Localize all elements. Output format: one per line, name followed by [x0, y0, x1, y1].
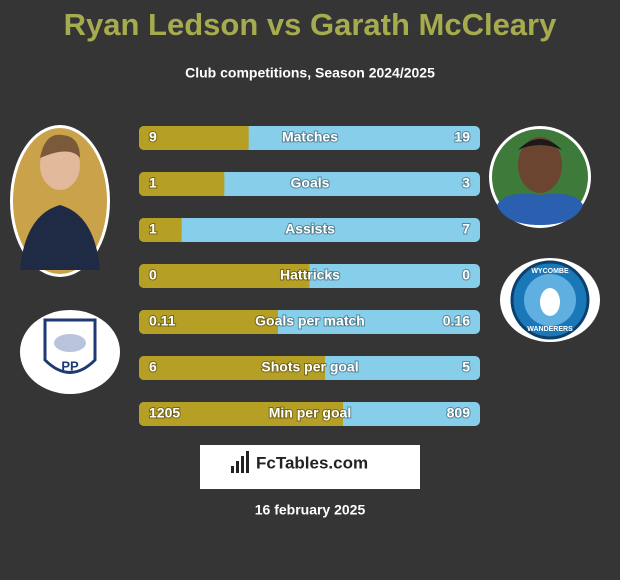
left-player-photo: [10, 125, 110, 277]
left-value: 6: [149, 359, 157, 375]
left-bar-edge: [271, 310, 278, 334]
right-value: 7: [462, 221, 470, 237]
left-value: 0.11: [149, 313, 176, 329]
title: Ryan Ledson vs Garath McCleary: [64, 7, 557, 42]
left-bar: [139, 172, 225, 196]
left-bar-edge: [303, 264, 310, 288]
left-bar-edge: [319, 356, 325, 380]
brand-name: FcTables.com: [256, 453, 368, 472]
left-bar-edge: [218, 172, 225, 196]
stat-label: Hattricks: [280, 267, 340, 283]
left-value: 1205: [149, 405, 180, 421]
right-player-photo: [489, 126, 591, 228]
stat-label: Min per goal: [269, 405, 351, 421]
stat-rows: 9 Matches 19 1 Goals 3 1 Assists 7 0 Hattricks 0 0.1…: [139, 126, 480, 426]
left-bar: [139, 264, 310, 288]
right-club-name-top: WYCOMBE: [531, 268, 569, 275]
stat-label: Matches: [282, 129, 338, 145]
right-value: 5: [462, 359, 470, 375]
stat-label: Assists: [285, 221, 335, 237]
left-bar: [139, 402, 344, 426]
left-bar: [139, 126, 249, 150]
right-value: 809: [447, 405, 471, 421]
brand-icon: [231, 451, 249, 473]
left-bar-edge: [337, 402, 344, 426]
left-value: 1: [149, 221, 157, 237]
right-value: 0: [462, 267, 470, 283]
left-bar: [139, 310, 278, 334]
right-club-logo: WYCOMBE WANDERERS: [500, 258, 600, 342]
right-value: 19: [454, 129, 470, 145]
right-club-name-bottom: WANDERERS: [527, 326, 573, 333]
date: 16 february 2025: [255, 502, 366, 518]
right-value: 3: [462, 175, 470, 191]
left-value: 0: [149, 267, 157, 283]
left-club-logo: PP: [20, 310, 120, 394]
left-club-initials: PP: [61, 358, 79, 373]
subtitle: Club competitions, Season 2024/2025: [185, 65, 435, 81]
stat-label: Shots per goal: [261, 359, 358, 375]
stat-label: Goals per match: [255, 313, 365, 329]
left-bar: [139, 218, 182, 242]
left-bar-edge: [242, 126, 249, 150]
right-bar: [139, 218, 480, 242]
stat-label: Goals: [291, 175, 330, 191]
left-bar: [139, 356, 325, 380]
left-bar-edge: [175, 218, 182, 242]
right-value: 0.16: [443, 313, 470, 329]
left-value: 1: [149, 175, 157, 191]
left-value: 9: [149, 129, 157, 145]
